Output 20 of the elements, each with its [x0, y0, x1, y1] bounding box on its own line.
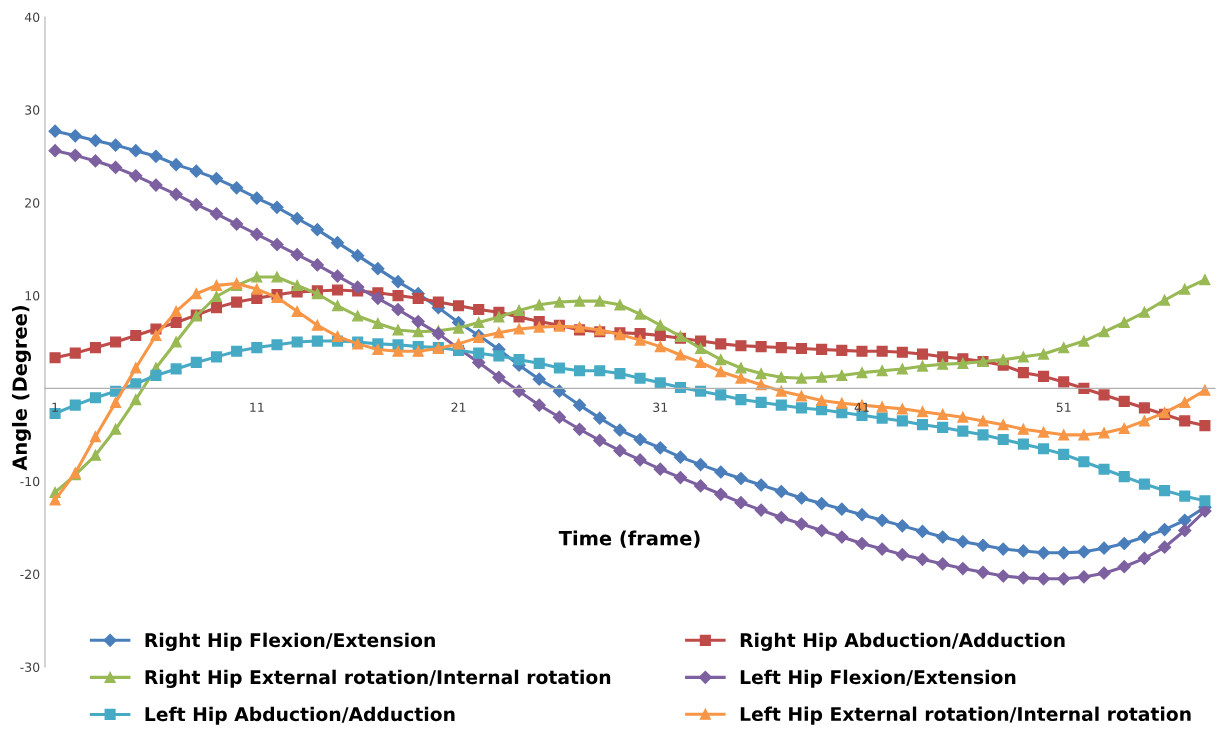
x-axis-title: Time (frame) — [558, 530, 700, 548]
legend-label: Right Hip Abduction/Adduction — [740, 632, 1065, 651]
y-tick-label: 30 — [25, 105, 40, 115]
x-tick-label: 21 — [451, 402, 466, 412]
x-tick-label: 51 — [1056, 402, 1071, 412]
legend-label: Right Hip Flexion/Extension — [145, 632, 435, 651]
y-tick-label: 10 — [25, 291, 40, 301]
x-tick-label: 11 — [250, 402, 264, 412]
x-tick-label: 41 — [854, 402, 869, 412]
y-tick-label: -30 — [20, 662, 40, 672]
legend-label: Right Hip External rotation/Internal rotation — [145, 669, 611, 688]
legend-label: Left Hip Abduction/Adduction — [145, 706, 455, 725]
x-tick-label: 31 — [653, 402, 668, 412]
y-axis-title: Angle (Degree) — [11, 305, 31, 471]
legend-label: Left Hip External rotation/Internal rotation — [740, 706, 1191, 725]
legend-label: Left Hip Flexion/Extension — [740, 669, 1016, 688]
y-tick-label: -10 — [20, 476, 40, 487]
y-tick-label: 20 — [25, 198, 40, 208]
y-tick-label: 40 — [24, 12, 40, 22]
y-tick-label: -20 — [20, 569, 40, 580]
